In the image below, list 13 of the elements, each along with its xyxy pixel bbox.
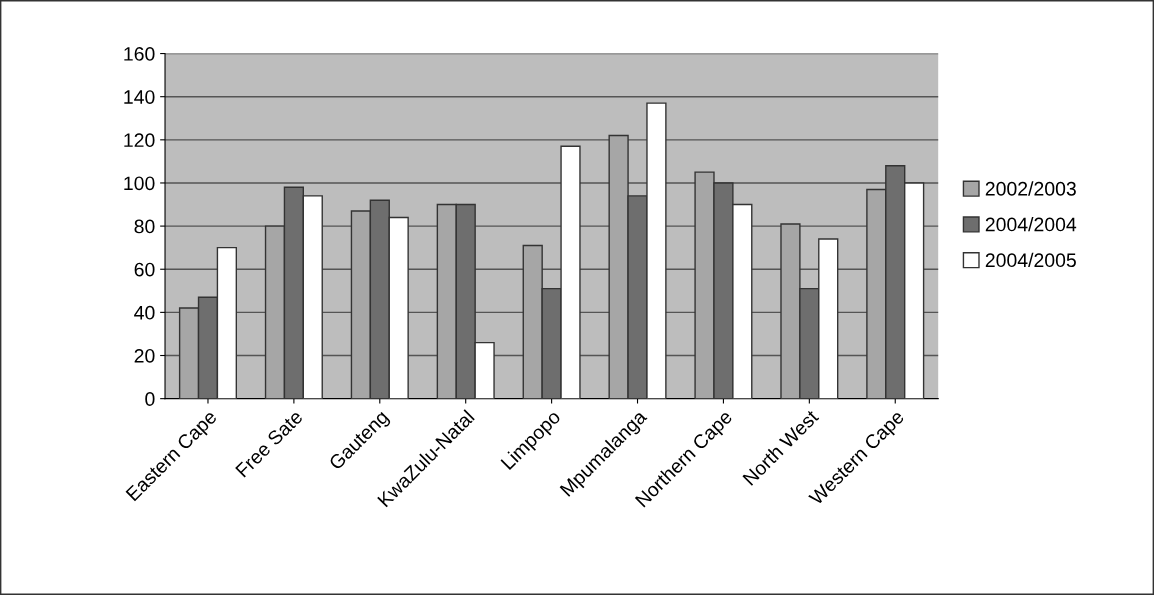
y-tick-label: 160 — [124, 47, 155, 61]
y-tick-label: 0 — [145, 392, 155, 406]
legend-label: 2004/2005 — [985, 252, 1076, 268]
y-tick-label: 120 — [124, 133, 155, 148]
legend-label: 2004/2004 — [985, 217, 1077, 232]
y-tick-label: 60 — [134, 262, 155, 277]
y-tick-label: 20 — [134, 348, 155, 363]
x-tick-label: Free Sate — [235, 409, 304, 478]
y-tick-label: 40 — [134, 305, 155, 320]
y-tick-label: 100 — [124, 176, 155, 191]
y-tick-label: 140 — [124, 90, 155, 104]
legend-label: 2002/2003 — [985, 181, 1076, 196]
y-tick-label: 80 — [134, 219, 155, 234]
